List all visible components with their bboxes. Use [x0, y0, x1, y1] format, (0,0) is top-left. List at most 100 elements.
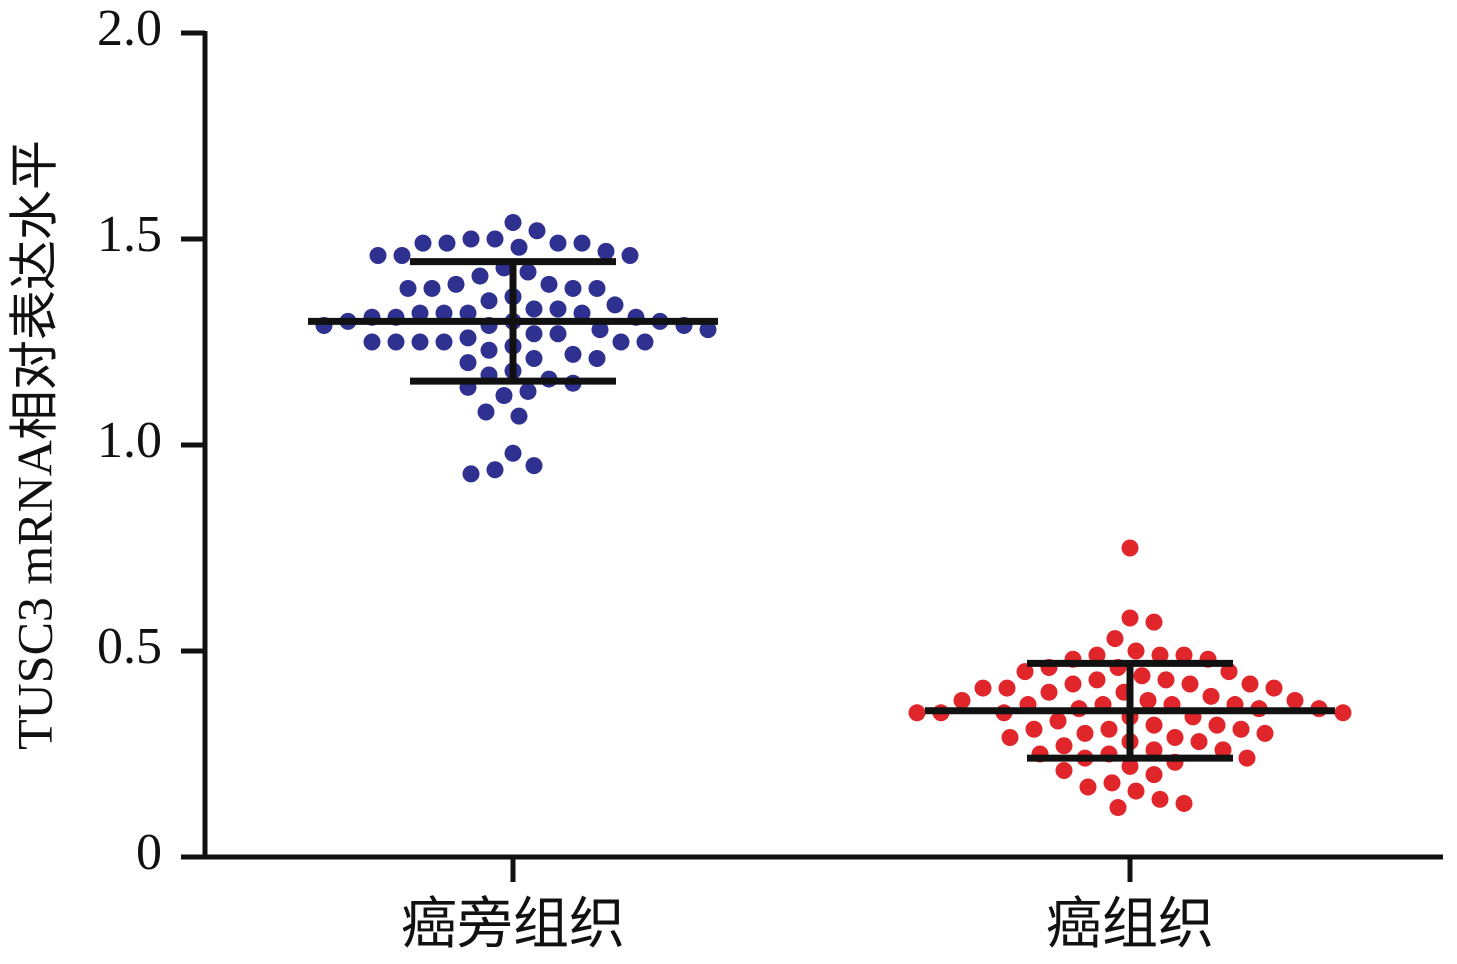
- data-point: [573, 234, 591, 252]
- y-tick-label: 1.0: [97, 412, 162, 469]
- data-point: [1064, 675, 1082, 693]
- data-point: [1181, 675, 1199, 693]
- data-point: [1121, 609, 1139, 627]
- data-point: [462, 230, 480, 248]
- data-point: [1208, 716, 1226, 734]
- data-point: [908, 704, 926, 722]
- data-point: [525, 457, 543, 475]
- data-point: [699, 321, 717, 339]
- data-point: [588, 279, 606, 297]
- data-point: [519, 263, 537, 281]
- data-point: [1100, 720, 1118, 738]
- x-tick-label: 癌旁组织: [401, 894, 625, 956]
- data-point: [1106, 630, 1124, 648]
- data-point: [1202, 687, 1220, 705]
- data-point: [363, 333, 381, 351]
- data-point: [1088, 646, 1106, 664]
- data-point: [1133, 667, 1151, 685]
- data-point: [462, 465, 480, 483]
- data-point: [486, 461, 504, 479]
- data-point: [588, 349, 606, 367]
- data-point: [504, 444, 522, 462]
- data-point: [1175, 794, 1193, 812]
- data-point: [504, 214, 522, 232]
- data-point: [636, 333, 654, 351]
- data-point: [612, 333, 630, 351]
- data-point: [486, 230, 504, 248]
- data-point: [1256, 724, 1274, 742]
- data-point: [1151, 790, 1169, 808]
- data-point: [1145, 741, 1163, 759]
- data-point: [1016, 663, 1034, 681]
- data-point: [1238, 749, 1256, 767]
- data-point: [1139, 691, 1157, 709]
- data-point: [414, 234, 432, 252]
- data-point: [480, 341, 498, 359]
- data-point: [1214, 741, 1232, 759]
- data-point: [1055, 737, 1073, 755]
- data-point: [438, 234, 456, 252]
- data-point: [1265, 679, 1283, 697]
- data-point: [998, 679, 1016, 697]
- data-point: [1127, 642, 1145, 660]
- data-point: [519, 382, 537, 400]
- data-point: [1286, 691, 1304, 709]
- data-point: [471, 267, 489, 285]
- data-point: [1076, 724, 1094, 742]
- data-point: [1049, 712, 1067, 730]
- data-point: [1220, 663, 1238, 681]
- data-point: [1121, 539, 1139, 557]
- y-tick-label: 2.0: [97, 0, 162, 57]
- data-point: [1001, 729, 1019, 747]
- data-point: [1055, 761, 1073, 779]
- data-point: [549, 325, 567, 343]
- data-point: [459, 329, 477, 347]
- data-point: [480, 292, 498, 310]
- data-point: [1175, 646, 1193, 664]
- data-point: [1121, 757, 1139, 775]
- data-point: [435, 333, 453, 351]
- data-point: [393, 246, 411, 264]
- data-point: [495, 387, 513, 405]
- y-tick-label: 1.5: [97, 206, 162, 263]
- data-point: [1166, 729, 1184, 747]
- data-point: [540, 275, 558, 293]
- data-point: [1232, 720, 1250, 738]
- data-point: [549, 300, 567, 318]
- data-point: [1190, 733, 1208, 751]
- data-point: [510, 238, 528, 256]
- data-point: [1109, 799, 1127, 817]
- data-point: [1145, 613, 1163, 631]
- x-tick-label: 癌组织: [1046, 894, 1214, 956]
- data-point: [369, 246, 387, 264]
- data-point: [1127, 782, 1145, 800]
- data-point: [1145, 766, 1163, 784]
- y-tick-label: 0: [136, 824, 162, 881]
- data-point: [525, 325, 543, 343]
- data-point: [564, 279, 582, 297]
- data-point: [1151, 646, 1169, 664]
- data-point: [564, 345, 582, 363]
- data-point: [1103, 774, 1121, 792]
- data-point: [1241, 675, 1259, 693]
- data-point: [411, 333, 429, 351]
- data-point: [423, 279, 441, 297]
- data-point: [974, 679, 992, 697]
- data-point: [1025, 720, 1043, 738]
- data-point: [411, 304, 429, 322]
- data-point: [1145, 716, 1163, 734]
- data-point: [1040, 683, 1058, 701]
- data-point: [1334, 704, 1352, 722]
- data-point: [447, 275, 465, 293]
- data-point: [477, 403, 495, 421]
- data-point: [459, 354, 477, 372]
- data-point: [597, 242, 615, 260]
- data-point: [387, 333, 405, 351]
- data-point: [528, 222, 546, 240]
- y-tick-label: 0.5: [97, 618, 162, 675]
- data-point: [459, 304, 477, 322]
- y-axis-title: TUSC3 mRNA相对表达水平: [6, 140, 62, 750]
- data-point: [953, 691, 971, 709]
- data-point: [1079, 778, 1097, 796]
